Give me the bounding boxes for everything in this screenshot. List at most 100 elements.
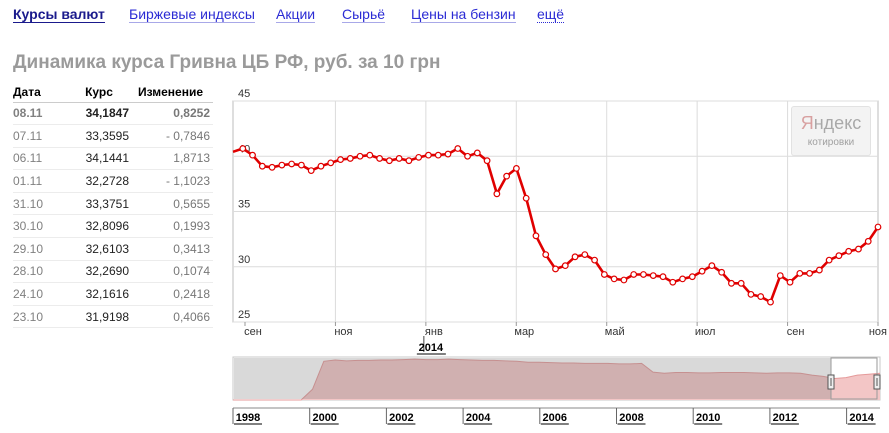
data-point[interactable] [317,162,325,170]
data-point[interactable] [864,237,872,245]
row-change: - 0,7846 [131,124,213,148]
data-point[interactable] [659,273,667,281]
data-point[interactable] [728,279,735,287]
data-point[interactable] [649,272,657,279]
data-point[interactable] [454,145,462,152]
data-point[interactable] [249,151,256,159]
data-point[interactable] [327,159,335,167]
data-point[interactable] [298,161,305,169]
data-point[interactable] [776,272,784,279]
data-point[interactable] [405,157,413,165]
data-point[interactable] [855,245,862,253]
data-point[interactable] [522,194,530,202]
data-point[interactable] [600,271,608,278]
data-point[interactable] [757,293,765,300]
row-rate: 33,3751 [69,192,131,216]
data-point[interactable] [366,151,374,159]
data-point[interactable] [278,161,286,169]
data-point[interactable] [679,275,686,283]
column-header-rate: Курс [69,83,131,103]
nav-link-stock-indices[interactable]: Биржевые индексы [129,6,255,23]
data-point[interactable] [845,247,853,255]
overview-year-label: 2014 [849,412,874,424]
data-point[interactable] [874,223,882,231]
data-point[interactable] [825,256,833,264]
data-point[interactable] [815,266,823,274]
page-title: Динамика курса Гривна ЦБ РФ, руб. за 10 … [13,52,441,73]
data-point[interactable] [688,273,696,281]
overview-area [233,359,880,400]
data-point[interactable] [669,278,677,286]
data-point[interactable] [835,252,843,260]
data-point[interactable] [552,265,559,273]
data-point[interactable] [239,145,247,152]
data-point[interactable] [415,153,423,161]
data-point[interactable] [434,151,442,159]
table-row: 06.11 34,1441 1,8713 [13,147,213,171]
data-point[interactable] [532,232,540,240]
overview-year-label: 2012 [773,412,797,424]
top-navigation: Курсы валют Биржевые индексы Акции Сырьё… [0,0,889,30]
data-point[interactable] [395,155,403,162]
row-rate: 32,1616 [69,282,131,306]
row-change: 0,4066 [131,305,213,329]
row-date: 28.10 [13,260,69,284]
data-point[interactable] [268,163,276,171]
data-point[interactable] [581,251,589,258]
table-row: 01.11 32,2728- 1,1023 [13,169,213,193]
data-point[interactable] [513,165,520,172]
data-point[interactable] [737,279,745,287]
data-point[interactable] [610,275,618,283]
overview-navigator[interactable]: 1998 2000 2002 2004 2006 2008 2010 2012 2014 [232,356,881,425]
data-point[interactable] [483,157,491,165]
data-point[interactable] [385,157,393,165]
data-point[interactable] [493,190,501,198]
data-point[interactable] [571,253,579,261]
data-point[interactable] [307,167,315,175]
data-point[interactable] [376,155,383,162]
data-point[interactable] [288,160,296,168]
y-tick-label: 35 [238,199,250,211]
data-point[interactable] [464,152,471,160]
table-row: 07.11 33,3595- 0,7846 [13,124,213,148]
table-row: 30.10 32,8096 0,1993 [13,214,213,239]
data-point[interactable] [356,152,364,160]
table-row: 31.10 33,3751 0,5655 [13,192,213,216]
data-point[interactable] [591,256,598,264]
data-point[interactable] [473,149,481,157]
data-point[interactable] [425,151,432,159]
data-point[interactable] [698,267,706,275]
data-point[interactable] [630,271,638,278]
overview-line [233,358,881,401]
overview-year-label: 2006 [543,412,567,424]
data-point[interactable] [258,162,266,170]
data-point[interactable] [786,278,794,286]
table-row: 24.10 32,1616 0,2418 [13,282,213,306]
data-point[interactable] [747,290,755,298]
y-tick-label: 30 [238,254,250,266]
data-point[interactable] [503,172,511,180]
x-tick-label: июл [695,326,716,338]
data-point[interactable] [806,269,813,277]
nav-link-commodities[interactable]: Сырьё [342,6,386,23]
y-tick-label: 25 [238,309,250,321]
nav-link-fuel-prices[interactable]: Цены на бензин [411,6,516,23]
nav-link-more[interactable]: ещё [537,6,565,23]
nav-link-currency-rates[interactable]: Курсы валют [13,6,105,23]
data-point[interactable] [542,251,550,258]
nav-link-stocks[interactable]: Акции [276,6,316,23]
data-point[interactable] [640,271,647,278]
row-date: 31.10 [13,192,69,216]
data-point[interactable] [767,298,774,306]
data-point[interactable] [718,268,726,276]
data-point[interactable] [620,276,628,284]
data-point[interactable] [337,156,344,163]
data-point[interactable] [561,262,569,270]
data-point[interactable] [444,150,452,158]
data-point[interactable] [346,155,354,162]
row-change: 0,5655 [131,192,213,216]
data-point[interactable] [708,262,716,270]
data-point[interactable] [796,269,804,277]
